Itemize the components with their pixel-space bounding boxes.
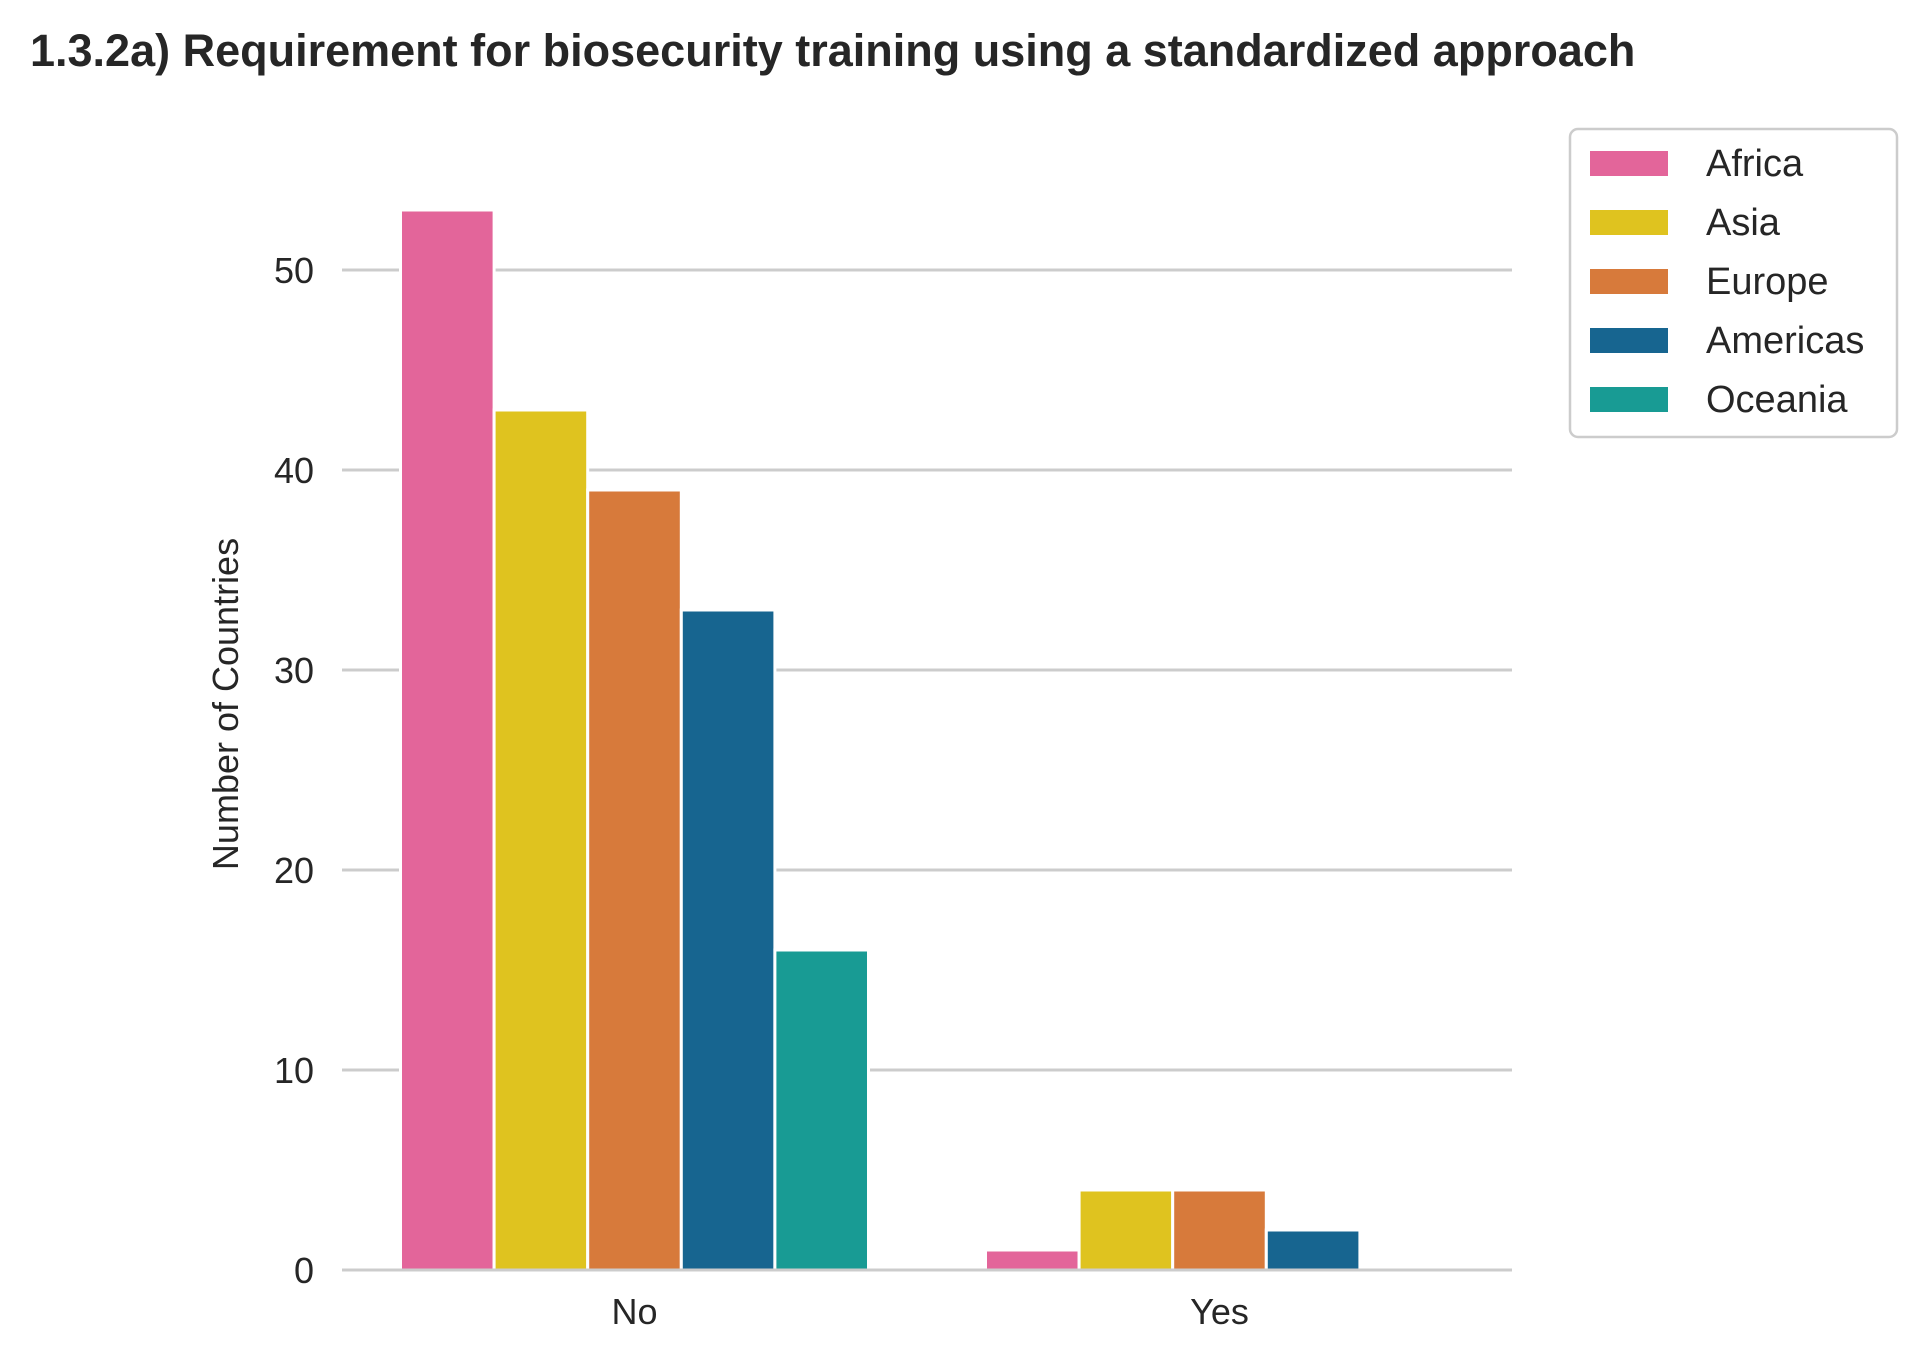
legend-item-europe: Europe bbox=[1590, 261, 1829, 303]
legend-label: Europe bbox=[1706, 261, 1829, 303]
x-axis-ticks: No Yes bbox=[611, 1291, 1248, 1332]
bars bbox=[399, 208, 1362, 1272]
legend-swatch bbox=[1590, 328, 1668, 353]
bar-europe-no bbox=[586, 488, 683, 1272]
legend-label: Africa bbox=[1706, 143, 1804, 185]
legend-label: Oceania bbox=[1706, 379, 1848, 421]
bar-asia-yes bbox=[1077, 1188, 1175, 1272]
legend-swatch bbox=[1590, 387, 1668, 412]
legend-label: Asia bbox=[1706, 202, 1781, 244]
y-tick-label: 50 bbox=[274, 250, 314, 291]
y-tick-label: 20 bbox=[274, 850, 314, 891]
legend-item-oceania: Oceania bbox=[1590, 379, 1848, 421]
legend-swatch bbox=[1590, 269, 1668, 294]
y-tick-label: 0 bbox=[294, 1250, 314, 1291]
bar-asia-no bbox=[492, 408, 590, 1272]
legend-swatch bbox=[1590, 151, 1668, 176]
legend-label: Americas bbox=[1706, 320, 1864, 362]
bar-americas-no bbox=[679, 608, 777, 1272]
bar-americas-yes bbox=[1264, 1228, 1362, 1272]
y-axis-ticks: 0 10 20 30 40 50 bbox=[274, 250, 314, 1291]
legend-item-africa: Africa bbox=[1590, 143, 1804, 185]
y-tick-label: 40 bbox=[274, 450, 314, 491]
chart-title: 1.3.2a) Requirement for biosecurity trai… bbox=[30, 25, 1635, 76]
legend-item-asia: Asia bbox=[1590, 202, 1781, 244]
legend-item-americas: Americas bbox=[1590, 320, 1864, 362]
legend: Africa Asia Europe Americas Oceania bbox=[1568, 127, 1899, 439]
x-tick-label: Yes bbox=[1190, 1291, 1249, 1332]
bar-oceania-no bbox=[773, 948, 871, 1272]
legend-frame bbox=[1568, 127, 1899, 439]
x-tick-label: No bbox=[611, 1291, 657, 1332]
y-tick-label: 30 bbox=[274, 650, 314, 691]
bar-africa-no bbox=[399, 208, 496, 1272]
legend-swatch bbox=[1590, 210, 1668, 235]
bar-europe-yes bbox=[1171, 1188, 1268, 1272]
y-tick-label: 10 bbox=[274, 1050, 314, 1091]
bar-africa-yes bbox=[984, 1248, 1081, 1272]
y-axis-label: Number of Countries bbox=[205, 538, 246, 870]
